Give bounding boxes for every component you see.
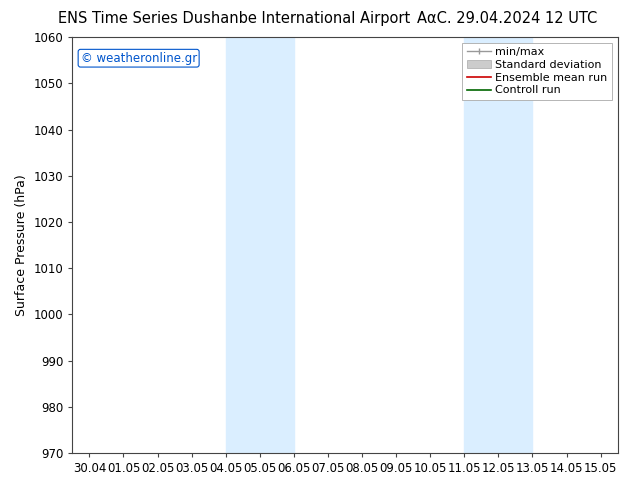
Text: ENS Time Series Dushanbe International Airport: ENS Time Series Dushanbe International A…	[58, 11, 411, 26]
Bar	[464, 37, 533, 453]
Text: ΑαϹ. 29.04.2024 12 UTC: ΑαϹ. 29.04.2024 12 UTC	[417, 11, 597, 26]
Bar	[226, 37, 294, 453]
Legend: min/max, Standard deviation, Ensemble mean run, Controll run: min/max, Standard deviation, Ensemble me…	[462, 43, 612, 100]
Y-axis label: Surface Pressure (hPa): Surface Pressure (hPa)	[15, 174, 28, 316]
Text: © weatheronline.gr: © weatheronline.gr	[81, 52, 197, 65]
